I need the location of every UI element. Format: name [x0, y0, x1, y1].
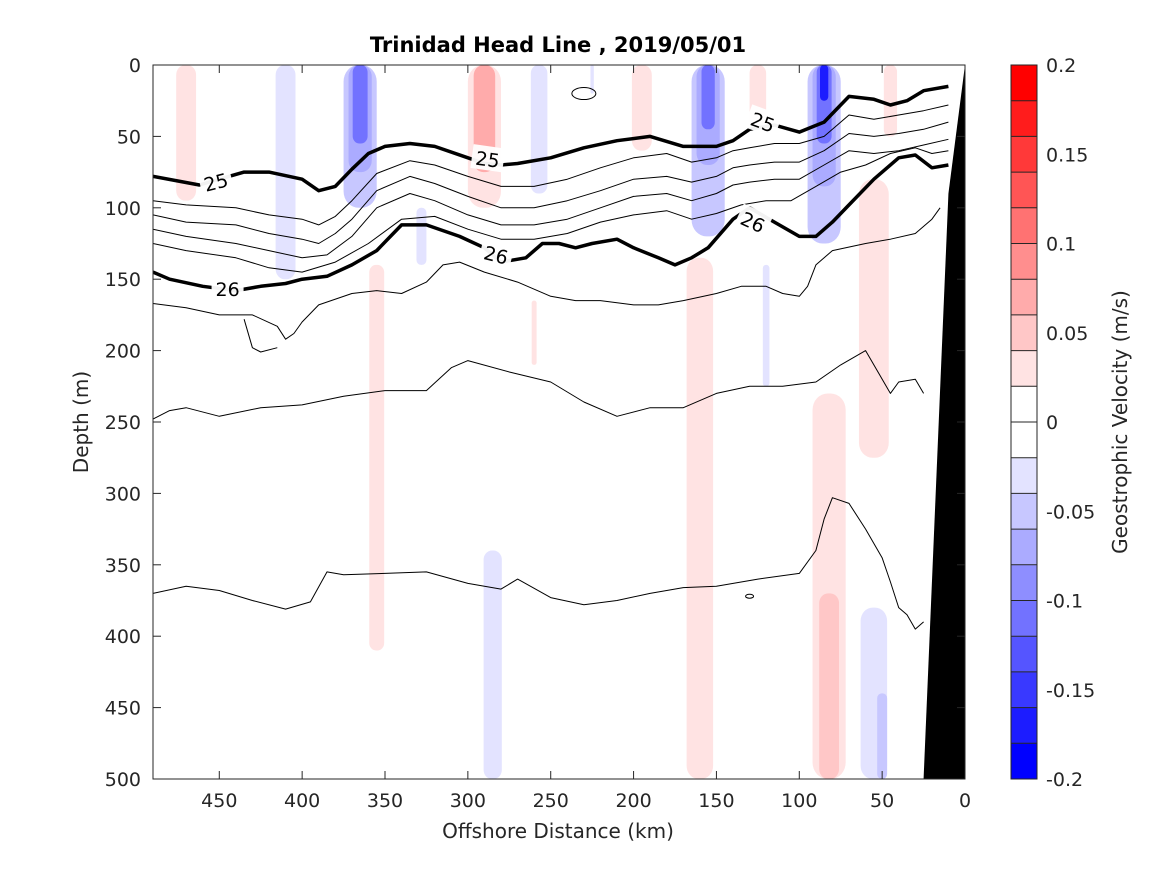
colorbar-segment: [1011, 172, 1037, 209]
colorbar-segment: [1011, 600, 1037, 637]
x-tick-label: 350: [367, 790, 403, 812]
contour-label: 25: [470, 144, 506, 173]
x-tick-label: 150: [698, 790, 734, 812]
chart-title: Trinidad Head Line , 2019/05/01: [370, 33, 746, 57]
velocity-patch: [531, 300, 537, 365]
isopycnal-contours: [153, 84, 949, 630]
x-tick-label: 50: [870, 790, 894, 812]
velocity-patch: [762, 264, 770, 387]
contour-label-text: 26: [215, 279, 239, 301]
colorbar-segment: [1011, 529, 1037, 566]
y-tick-label: 400: [105, 626, 141, 648]
isopycnal-closed-contour: [571, 87, 597, 101]
velocity-patch: [701, 65, 715, 130]
velocity-patch: [883, 65, 898, 137]
x-axis: 450 400 350 300 250 200 150 100 50 0: [201, 65, 971, 812]
velocity-patch: [275, 65, 296, 280]
y-tick-label: 450: [105, 698, 141, 720]
x-tick-label: 250: [533, 790, 569, 812]
velocity-patch: [590, 65, 594, 94]
velocity-patch: [819, 593, 840, 779]
velocity-patch: [416, 207, 427, 265]
velocity-patch: [686, 257, 714, 779]
y-tick-label: 500: [105, 769, 141, 791]
colorbar: 0.2 0.15 0.1 0.05 0 -0.05 -0.1 -0.15 -0.2: [1010, 55, 1095, 791]
contour-label: 26: [211, 276, 244, 301]
isopycnal-contour: [153, 350, 925, 420]
isopycnal-contour: [153, 207, 941, 340]
colorbar-segment: [1011, 743, 1037, 780]
colorbar-segment: [1011, 100, 1037, 137]
y-tick-label: 250: [105, 412, 141, 434]
colorbar-tick-label: 0.1: [1046, 234, 1076, 256]
y-axis: 0 50 100 150 200 250 300 350 400 450 500: [105, 55, 965, 791]
colorbar-segment: [1011, 422, 1037, 459]
velocity-patch: [631, 65, 652, 151]
colorbar-segment: [1011, 243, 1037, 280]
x-tick-label: 100: [781, 790, 817, 812]
colorbar-segment: [1011, 707, 1037, 744]
y-tick-label: 350: [105, 555, 141, 577]
colorbar-segment: [1011, 136, 1037, 173]
colorbar-segment: [1011, 457, 1037, 494]
velocity-patch: [483, 550, 502, 779]
y-tick-label: 300: [105, 483, 141, 505]
velocity-patch: [369, 264, 385, 651]
velocity-patch: [877, 693, 888, 779]
colorbar-segment: [1011, 636, 1037, 673]
velocity-patch: [352, 65, 368, 144]
y-tick-label: 150: [105, 269, 141, 291]
colorbar-segment: [1011, 493, 1037, 530]
colorbar-tick-label: 0.2: [1046, 55, 1076, 77]
x-tick-label: 300: [450, 790, 486, 812]
colorbar-tick-label: 0.05: [1046, 323, 1088, 345]
colorbar-segment: [1011, 671, 1037, 709]
colorbar-segment: [1011, 207, 1037, 244]
isopycnal-contour: [153, 104, 949, 226]
isopycnal-contour: [243, 319, 278, 353]
isopycnal-contour: [153, 121, 949, 244]
isopycnal-closed-contour: [745, 593, 755, 599]
y-tick-label: 200: [105, 341, 141, 363]
colorbar-tick-label: -0.05: [1046, 501, 1095, 523]
x-tick-label: 400: [284, 790, 320, 812]
isopycnal-25-contour: [153, 84, 949, 193]
contour-label-text: 25: [474, 148, 501, 173]
isopycnal-contour: [153, 138, 949, 259]
y-tick-label: 100: [105, 198, 141, 220]
isopycnal-contour: [153, 497, 924, 630]
x-tick-label: 0: [959, 790, 971, 812]
colorbar-label: Geostrophic Velocity (m/s): [1108, 290, 1132, 554]
y-tick-label: 50: [117, 126, 141, 148]
velocity-patch: [820, 65, 829, 101]
colorbar-segment: [1011, 386, 1037, 423]
colorbar-tick-label: -0.1: [1046, 591, 1083, 613]
x-tick-label: 200: [615, 790, 651, 812]
contour-label: 25: [744, 104, 783, 138]
velocity-patch: [858, 179, 889, 458]
colorbar-tick-label: -0.15: [1046, 680, 1095, 702]
x-tick-label: 450: [201, 790, 237, 812]
velocity-patch: [530, 65, 548, 194]
seafloor-shape: [923, 65, 965, 779]
colorbar-segment: [1011, 65, 1037, 102]
y-tick-label: 0: [129, 55, 141, 77]
isopycnal-26-contour: [153, 153, 949, 293]
colorbar-frame: [1010, 64, 1038, 780]
colorbar-segment: [1011, 314, 1037, 352]
seafloor-bathymetry: [923, 65, 965, 779]
colorbar-tick-label: -0.2: [1046, 769, 1083, 791]
colorbar-segment: [1011, 279, 1037, 316]
velocity-field: [176, 65, 898, 779]
isopycnal-contour: [153, 147, 949, 273]
y-axis-label: Depth (m): [69, 371, 93, 473]
colorbar-segment: [1011, 350, 1037, 387]
colorbar-tick-label: 0: [1046, 412, 1058, 434]
colorbar-tick-label: 0.15: [1046, 144, 1088, 166]
velocity-patch: [176, 65, 197, 201]
colorbar-segment: [1011, 564, 1037, 601]
x-axis-label: Offshore Distance (km): [442, 819, 674, 843]
